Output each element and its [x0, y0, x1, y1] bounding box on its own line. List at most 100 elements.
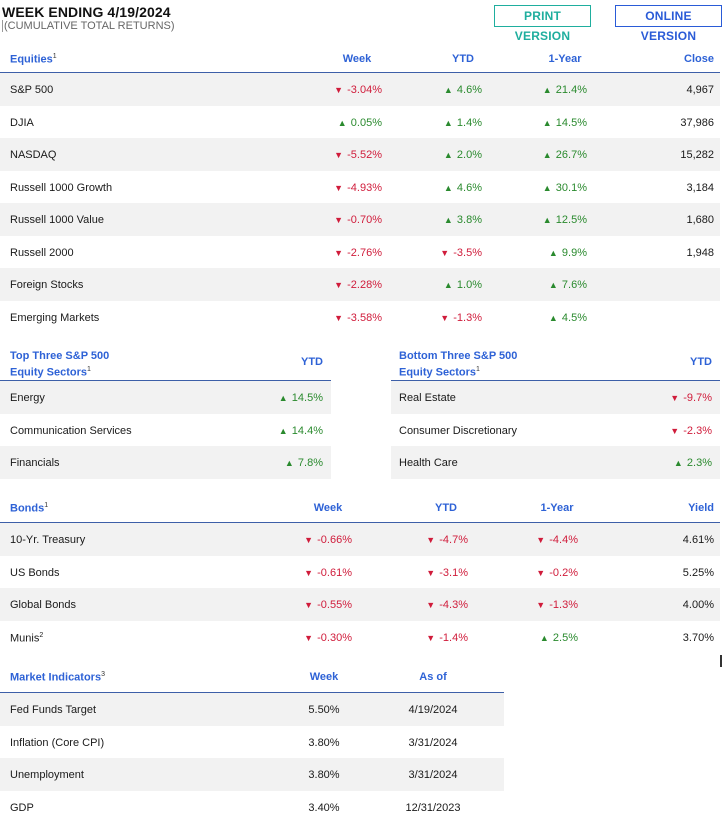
print-version-button[interactable]: PRINT VERSION: [494, 5, 591, 43]
up-triangle-icon: ▲: [542, 215, 552, 225]
one-year-cell: ▼ -1.3%: [518, 599, 578, 611]
bottom-sectors-table: Bottom Three S&P 500 Equity Sectors1 YTD …: [391, 345, 720, 479]
table-row: US Bonds ▼ -0.61% ▼ -3.1% ▼ -0.2% 5.25%: [0, 556, 720, 589]
one-year-value: 9.9%: [561, 246, 587, 259]
ytd-cell: ▼ -2.3%: [652, 425, 712, 437]
bonds-table: Bonds1 Week YTD 1-Year Yield 10-Yr. Trea…: [0, 491, 720, 653]
row-name: Emerging Markets: [10, 311, 100, 324]
yield-value: 4.00%: [682, 599, 714, 611]
ytd-cell: ▼ -3.1%: [408, 567, 468, 579]
table-row: Inflation (Core CPI) 3.80% 3/31/2024: [0, 726, 504, 759]
ytd-cell: ▼ -4.7%: [408, 534, 468, 546]
top-sectors-rows: Energy ▲ 14.5% Communication Services ▲ 14.4%…: [0, 381, 331, 479]
week-cell: ▼ -4.93%: [322, 182, 382, 194]
table-row: Russell 1000 Value ▼ -0.70% ▲ 3.8% ▲ 12.5% 1,68…: [0, 203, 720, 236]
row-label: Financials: [10, 457, 60, 469]
equities-header: Equities1 Week YTD 1-Year Close: [0, 41, 720, 73]
one-year-cell: ▲ 9.9%: [527, 247, 587, 259]
col-week: Week: [342, 53, 372, 65]
row-label: Communication Services: [10, 425, 132, 437]
week-value: -3.58%: [347, 311, 382, 324]
down-triangle-icon: ▼: [304, 600, 314, 610]
up-triangle-icon: ▲: [673, 458, 683, 468]
ytd-cell: ▲ 1.4%: [422, 117, 482, 129]
indicators-heading: Market Indicators3: [10, 671, 105, 684]
one-year-cell: ▲ 30.1%: [527, 182, 587, 194]
row-name: NASDAQ: [10, 149, 57, 161]
week-value: 0.05%: [350, 116, 382, 129]
ytd-cell: ▼ -3.5%: [422, 247, 482, 259]
ytd-cell: ▲ 2.3%: [652, 457, 712, 469]
week-cell: ▲ 0.05%: [322, 117, 382, 129]
one-year-value: 30.1%: [555, 181, 587, 194]
as-of-value: 12/31/2023: [405, 801, 461, 814]
as-of-value: 3/31/2024: [408, 736, 458, 749]
as-of-value: 3/31/2024: [408, 769, 458, 781]
one-year-value: -1.3%: [549, 599, 578, 611]
yield-cell: 4.00%: [654, 599, 714, 611]
ytd-cell: ▲ 14.4%: [263, 425, 323, 437]
one-year-value: 21.4%: [555, 84, 587, 96]
week-cell: 3.80%: [294, 737, 354, 749]
down-triangle-icon: ▼: [334, 215, 344, 225]
table-row: Energy ▲ 14.5%: [0, 381, 331, 414]
bonds-header: Bonds1 Week YTD 1-Year Yield: [0, 491, 720, 523]
as-of-cell: 12/31/2023: [403, 802, 463, 814]
one-year-value: 26.7%: [555, 149, 587, 161]
row-label: Munis2: [10, 632, 43, 645]
row-name: DJIA: [10, 116, 34, 129]
table-row: Russell 2000 ▼ -2.76% ▼ -3.5% ▲ 9.9% 1,948: [0, 236, 720, 269]
table-row: Foreign Stocks ▼ -2.28% ▲ 1.0% ▲ 7.6%: [0, 268, 720, 301]
row-name: Communication Services: [10, 424, 132, 437]
ytd-value: -4.3%: [439, 599, 468, 611]
row-name: Foreign Stocks: [10, 279, 84, 291]
week-value: 3.80%: [308, 736, 340, 749]
up-triangle-icon: ▲: [278, 393, 288, 403]
row-name: Munis: [10, 632, 40, 645]
ytd-cell: ▼ -4.3%: [408, 599, 468, 611]
up-triangle-icon: ▲: [443, 150, 453, 160]
down-triangle-icon: ▼: [536, 600, 546, 610]
equities-heading: Equities1: [10, 53, 57, 66]
up-triangle-icon: ▲: [443, 182, 453, 193]
week-value: -2.28%: [347, 279, 382, 291]
ytd-cell: ▼ -1.4%: [408, 632, 468, 644]
row-name: Real Estate: [399, 392, 456, 404]
bonds-col-1-year: 1-Year: [540, 502, 574, 514]
close-value: 1,680: [686, 214, 714, 226]
online-version-button[interactable]: ONLINE VERSION: [615, 5, 722, 43]
table-row: Communication Services ▲ 14.4%: [0, 414, 331, 447]
up-triangle-icon: ▲: [443, 280, 453, 290]
scrollbar-marker[interactable]: [720, 655, 722, 667]
ytd-value: 1.4%: [456, 116, 482, 129]
row-name: Health Care: [399, 457, 458, 469]
up-triangle-icon: ▲: [542, 150, 552, 160]
one-year-cell: ▲ 7.6%: [527, 279, 587, 291]
down-triangle-icon: ▼: [426, 600, 436, 610]
one-year-cell: ▲ 26.7%: [527, 149, 587, 161]
bonds-col-ytd: YTD: [435, 502, 457, 514]
col-1-year: 1-Year: [548, 53, 582, 65]
col-ytd: YTD: [452, 53, 474, 65]
one-year-cell: ▲ 4.5%: [527, 312, 587, 324]
down-triangle-icon: ▼: [304, 632, 314, 643]
top-sectors-heading: Top Three S&P 500 Equity Sectors1: [10, 350, 110, 379]
row-label: Real Estate: [399, 392, 456, 404]
one-year-value: -4.4%: [549, 534, 578, 546]
table-row: DJIA ▲ 0.05% ▲ 1.4% ▲ 14.5% 37,986: [0, 106, 720, 139]
one-year-cell: ▲ 2.5%: [518, 632, 578, 644]
ytd-value: 14.5%: [291, 392, 323, 404]
week-value: -4.93%: [347, 181, 382, 194]
week-cell: 5.50%: [294, 704, 354, 716]
week-cell: ▼ -0.55%: [292, 599, 352, 611]
down-triangle-icon: ▼: [426, 632, 436, 643]
as-of-cell: 4/19/2024: [403, 704, 463, 716]
yield-value: 3.70%: [682, 631, 714, 644]
yield-cell: 5.25%: [654, 567, 714, 579]
one-year-value: 12.5%: [555, 214, 587, 226]
table-row: Fed Funds Target 5.50% 4/19/2024: [0, 693, 504, 726]
yield-cell: 4.61%: [654, 534, 714, 546]
week-value: 3.40%: [308, 801, 340, 814]
up-triangle-icon: ▲: [542, 182, 552, 193]
row-label: US Bonds: [10, 567, 60, 579]
